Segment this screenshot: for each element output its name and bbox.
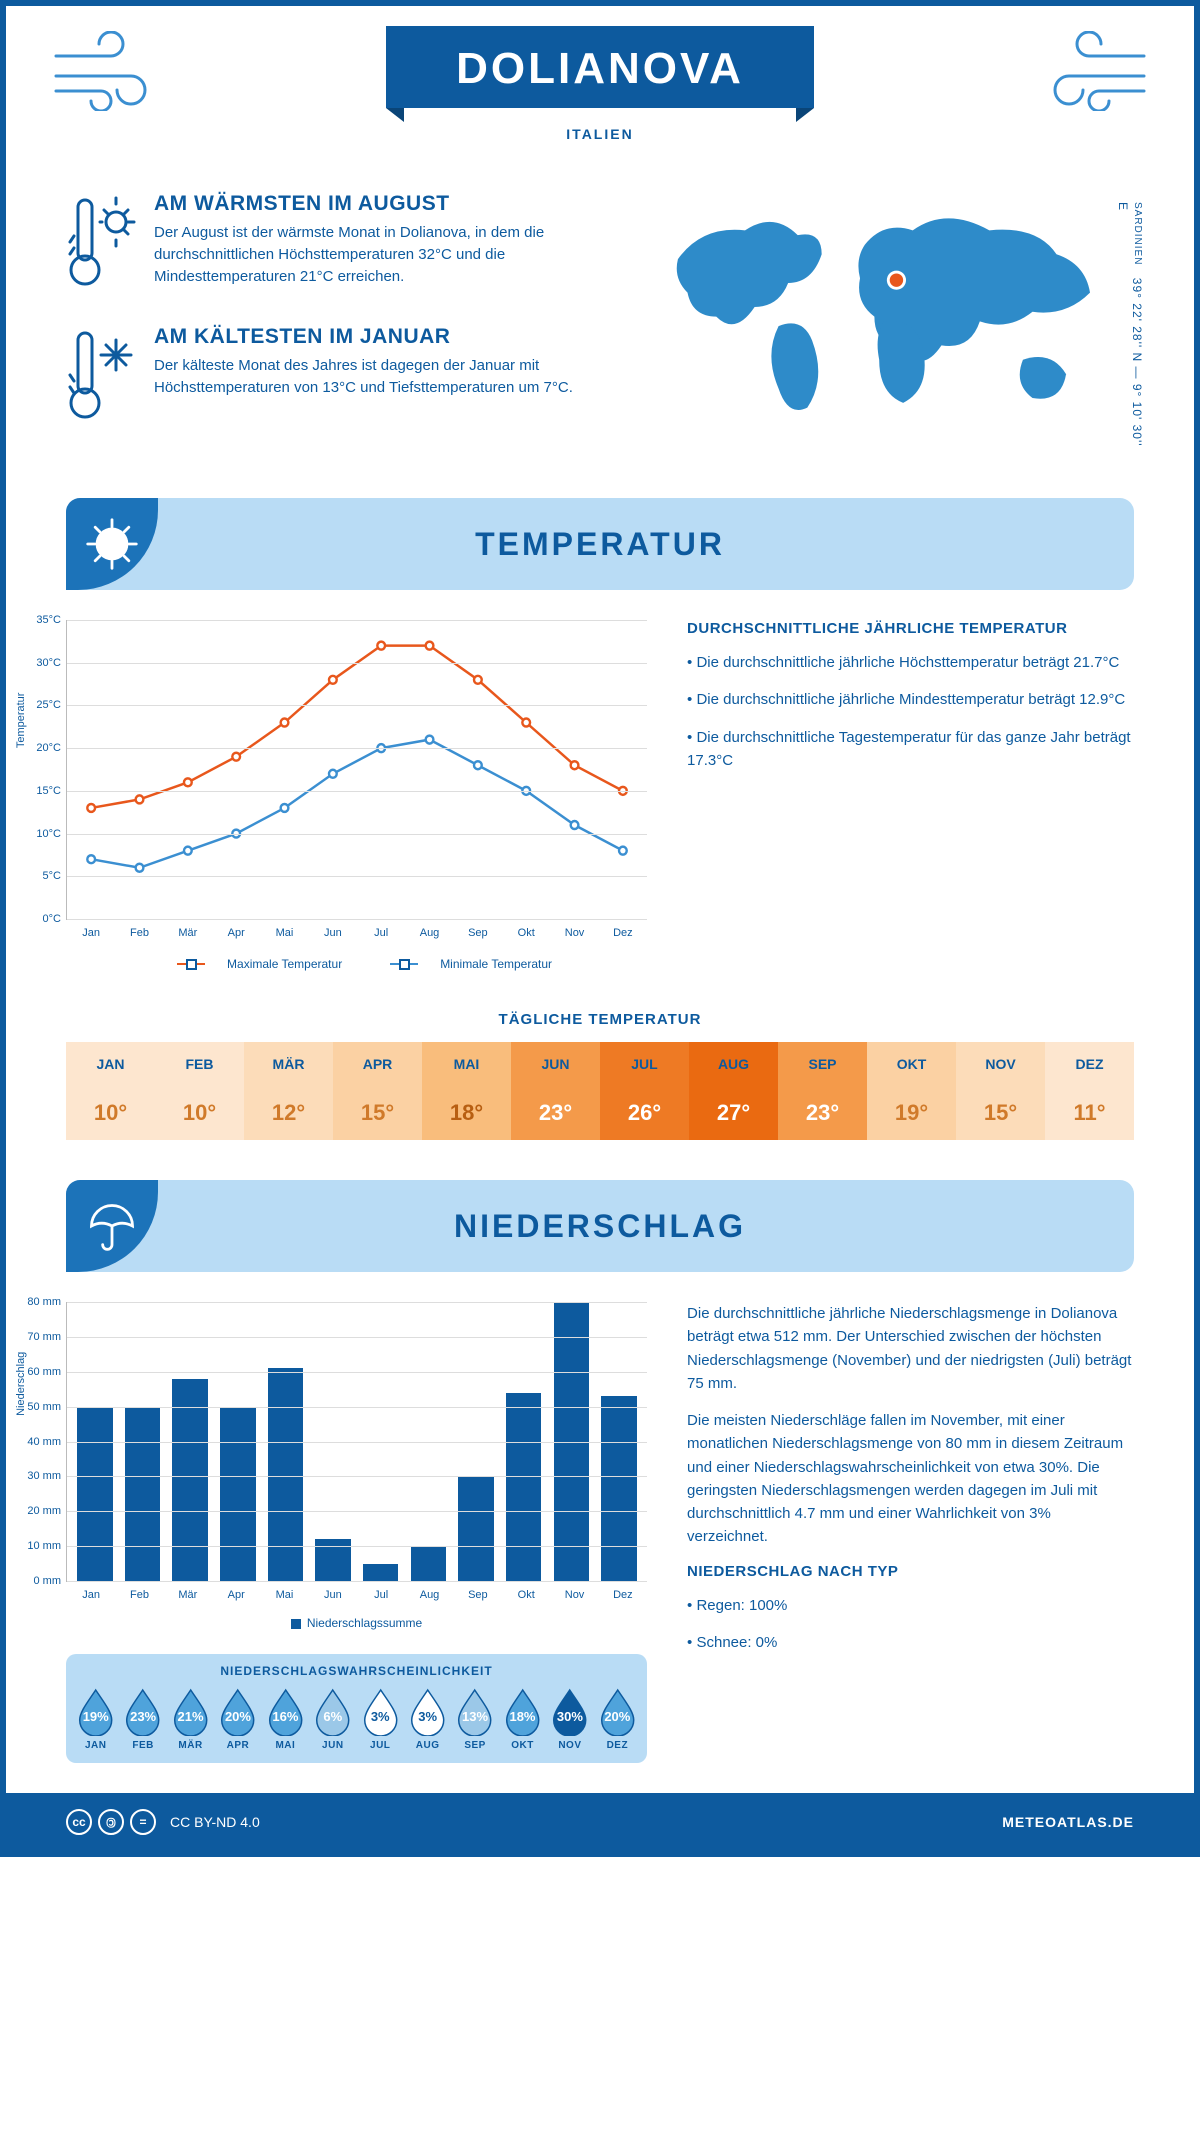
thermometer-snow-icon xyxy=(66,325,136,430)
coldest-title: AM KÄLTESTEN IM JANUAR xyxy=(154,325,604,349)
y-axis-label: Niederschlag xyxy=(15,1351,27,1415)
section-title: TEMPERATUR xyxy=(66,526,1134,563)
country-subtitle: ITALIEN xyxy=(6,126,1194,142)
footer: cc🄯= CC BY-ND 4.0 METEOATLAS.DE xyxy=(6,1793,1194,1851)
section-header-temperature: TEMPERATUR xyxy=(66,498,1134,590)
sun-icon xyxy=(66,498,158,590)
daily-temp-months: JANFEBMÄRAPRMAIJUNJULAUGSEPOKTNOVDEZ xyxy=(66,1042,1134,1086)
coldest-fact: AM KÄLTESTEN IM JANUAR Der kälteste Mona… xyxy=(66,325,604,430)
cc-license-icons: cc🄯= xyxy=(66,1809,156,1835)
precipitation-bar-chart: Niederschlag 0 mm10 mm20 mm30 mm40 mm50 … xyxy=(66,1302,647,1582)
header: DOLIANOVA ITALIEN xyxy=(6,6,1194,182)
license-text: CC BY-ND 4.0 xyxy=(170,1814,260,1830)
wind-icon xyxy=(46,31,166,111)
daily-temp-title: TÄGLICHE TEMPERATUR xyxy=(6,1011,1194,1028)
precip-probability-table: NIEDERSCHLAGSWAHRSCHEINLICHKEIT 19%23%21… xyxy=(66,1654,647,1763)
precipitation-summary: Die durchschnittliche jährliche Niedersc… xyxy=(687,1302,1134,1763)
coordinates: SARDINIEN 39° 22' 28'' N — 9° 10' 30'' E xyxy=(1116,202,1144,458)
warmest-fact: AM WÄRMSTEN IM AUGUST Der August ist der… xyxy=(66,192,604,297)
warmest-title: AM WÄRMSTEN IM AUGUST xyxy=(154,192,604,216)
wind-icon xyxy=(1034,31,1154,111)
temperature-line-chart: Temperatur 0°C5°C10°C15°C20°C25°C30°C35°… xyxy=(66,620,647,971)
daily-temp-values: 10°10°12°15°18°23°26°27°23°19°15°11° xyxy=(66,1086,1134,1140)
world-map xyxy=(644,192,1134,422)
chart-legend: Maximale TemperaturMinimale Temperatur xyxy=(66,954,647,971)
section-title: NIEDERSCHLAG xyxy=(66,1208,1134,1245)
coldest-text: Der kälteste Monat des Jahres ist dagege… xyxy=(154,355,604,399)
warmest-text: Der August ist der wärmste Monat in Doli… xyxy=(154,222,604,287)
temperature-summary: DURCHSCHNITTLICHE JÄHRLICHE TEMPERATUR •… xyxy=(687,620,1134,971)
site-name: METEOATLAS.DE xyxy=(1002,1814,1134,1830)
thermometer-sun-icon xyxy=(66,192,136,297)
chart-legend: Niederschlagssumme xyxy=(66,1616,647,1630)
section-header-precipitation: NIEDERSCHLAG xyxy=(66,1180,1134,1272)
y-axis-label: Temperatur xyxy=(15,692,27,748)
city-title: DOLIANOVA xyxy=(386,26,814,108)
umbrella-icon xyxy=(66,1180,158,1272)
